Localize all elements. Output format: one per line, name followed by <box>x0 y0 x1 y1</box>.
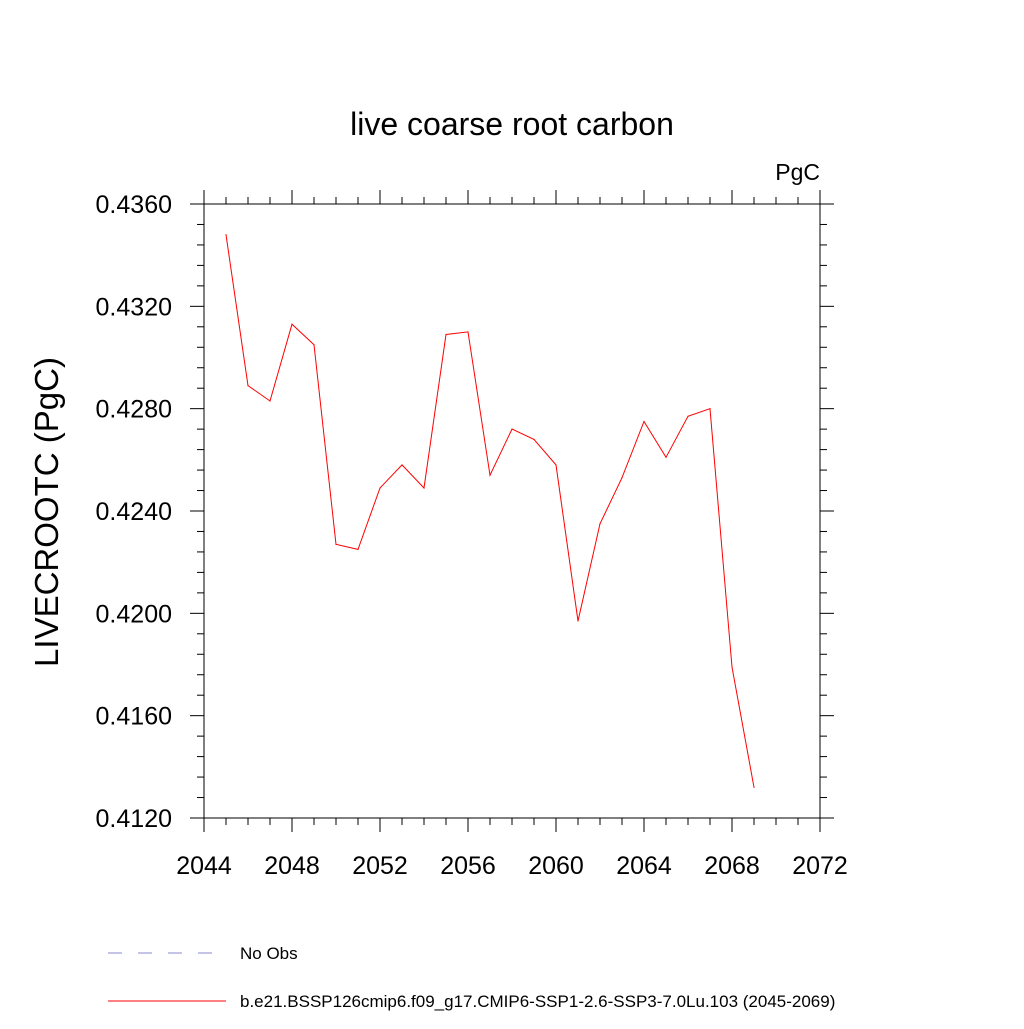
data-point <box>599 523 601 525</box>
units-label: PgC <box>775 159 820 185</box>
x-tick-label: 2068 <box>704 852 760 880</box>
data-point <box>687 415 689 417</box>
x-tick-label: 2064 <box>616 852 672 880</box>
series-group <box>225 234 755 788</box>
data-point <box>753 786 755 788</box>
data-point <box>511 428 513 430</box>
axis-tick-labels: 2044 2048 2052 2056 2060 2064 2068 2072 0.4120 0.… <box>96 191 848 880</box>
data-point <box>247 385 249 387</box>
x-tick-label: 2044 <box>176 852 232 880</box>
series-line <box>225 234 755 788</box>
legend-label: b.e21.BSSP126cmip6.f09_g17.CMIP6-SSP1-2.… <box>240 992 835 1011</box>
data-point <box>269 400 271 402</box>
data-point <box>577 620 579 622</box>
axis-ticks <box>190 190 834 832</box>
data-point <box>643 420 645 423</box>
legend-label: No Obs <box>240 944 298 963</box>
y-tick-label: 0.4240 <box>96 498 172 526</box>
data-point <box>291 323 293 325</box>
data-point <box>555 464 557 466</box>
data-point <box>379 487 381 489</box>
data-point <box>445 333 447 336</box>
x-tick-label: 2048 <box>264 852 320 880</box>
data-point <box>401 464 403 466</box>
data-point <box>225 234 227 236</box>
chart-title: live coarse root carbon <box>350 106 674 142</box>
plot-frame <box>203 203 821 819</box>
y-tick-label: 0.4320 <box>96 293 172 321</box>
y-tick-label: 0.4160 <box>96 703 172 731</box>
data-point <box>357 548 359 550</box>
data-point <box>423 487 425 489</box>
data-point <box>335 543 337 545</box>
x-tick-label: 2052 <box>352 852 408 880</box>
y-tick-label: 0.4360 <box>96 191 172 219</box>
data-point <box>621 477 623 479</box>
data-point <box>665 456 667 458</box>
data-point <box>467 331 469 333</box>
data-point <box>533 438 535 440</box>
y-axis-label: LIVECROOTC (PgC) <box>28 357 65 667</box>
data-point <box>709 408 711 410</box>
x-tick-label: 2056 <box>440 852 496 880</box>
data-point <box>489 474 491 476</box>
data-point <box>731 666 733 668</box>
data-point <box>313 344 315 346</box>
legend: No Obs b.e21.BSSP126cmip6.f09_g17.CMIP6-S… <box>108 944 835 1011</box>
x-tick-label: 2060 <box>528 852 584 880</box>
y-tick-label: 0.4120 <box>96 805 172 833</box>
x-tick-label: 2072 <box>792 852 848 880</box>
y-tick-label: 0.4280 <box>96 396 172 424</box>
y-tick-label: 0.4200 <box>96 600 172 628</box>
